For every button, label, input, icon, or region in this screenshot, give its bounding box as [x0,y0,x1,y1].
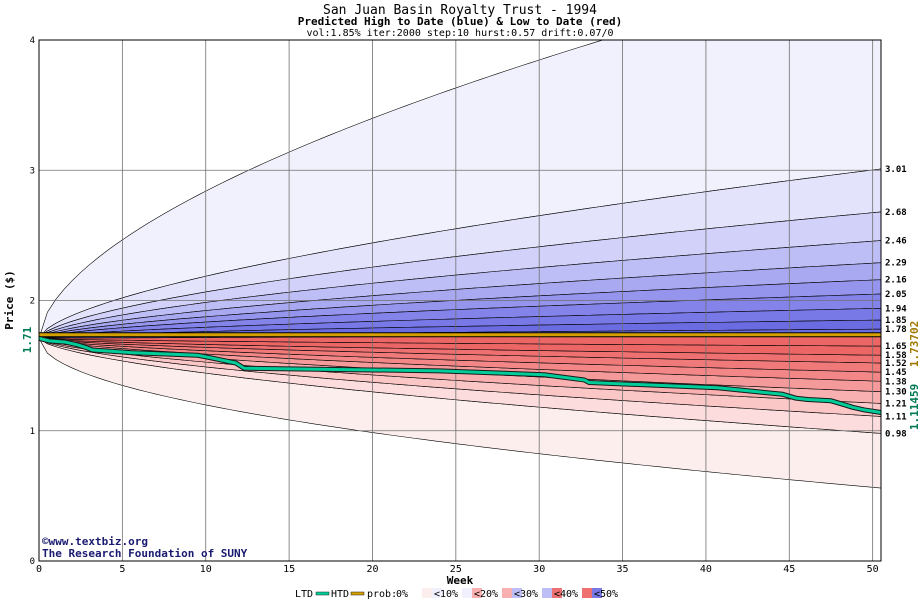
x-tick-label: 25 [450,564,462,575]
y-tick-label: 0 [30,557,35,567]
legend-htd-label: HTD [331,589,349,600]
band-end-label: 1.65 [885,342,907,352]
x-tick-label: 30 [533,564,545,575]
legend-swatch [502,588,512,598]
legend-item-label: 0% [396,589,408,600]
x-tick-label: 20 [366,564,378,575]
legend-swatch [462,588,472,598]
x-tick-label: 0 [36,564,42,575]
band-end-label: 1.21 [885,399,907,409]
probability-bands [39,40,881,489]
legend-prob-label: prob: [367,589,397,600]
x-tick-label: 35 [617,564,629,575]
band-end-label: 1.30 [885,388,907,398]
legend: LTD HTD prob: 0% <10% <20% <30% <40% <50% [295,588,618,600]
legend-swatch [542,588,552,598]
y-tick-labels: 0 1 2 3 4 [30,36,35,567]
legend-swatch [396,588,406,598]
band-end-label: 1.11 [885,412,907,422]
legend-item-label: <20% [474,589,498,600]
y-axis-label: Price ($) [3,270,16,330]
legend-swatch [592,588,602,598]
y-tick-label: 4 [30,36,35,46]
x-tick-label: 45 [783,564,795,575]
chart-subtitle: Predicted High to Date (blue) & Low to D… [298,15,623,28]
chart-title: San Juan Basin Royalty Trust - 1994 [323,3,597,18]
band-end-label: 2.16 [885,276,907,286]
legend-swatch [472,588,482,598]
credit-website: ©www.textbiz.org [42,535,148,548]
y-tick-label: 3 [30,166,35,176]
band-end-label: 2.46 [885,237,907,247]
band-end-label: 2.68 [885,208,907,218]
band-end-label: 1.52 [885,359,907,369]
x-tick-label: 5 [119,564,125,575]
band-end-label: 1.45 [885,368,907,378]
y-tick-label: 1 [30,427,35,437]
band-end-label: 1.85 [885,316,907,326]
credit-foundation: The Research Foundation of SUNY [42,547,248,560]
band-end-label: 2.29 [885,259,907,269]
legend-htd-swatch [350,591,365,596]
x-tick-label: 15 [283,564,295,575]
series-lines [38,332,882,415]
probability-line-value: 1.73702 [908,321,920,367]
legend-swatch [512,588,522,598]
right-band-labels: 3.01 2.68 2.46 2.29 2.16 2.05 1.94 1.851.78 1.65… [885,165,907,439]
x-tick-label: 50 [867,564,879,575]
band-end-label: 1.58 [885,351,907,361]
y-tick-label: 2 [30,297,35,307]
legend-swatch [582,588,592,598]
plot-frame [38,39,882,562]
legend-swatch [552,588,562,598]
x-tick-labels: 0 5 10 15 20 25 30 35 40 45 50 [36,564,879,575]
legend-ltd-label: LTD [295,589,313,600]
legend-items: 0% <10% <20% <30% <40% <50% [396,588,618,600]
legend-item-label: <40% [554,589,578,600]
legend-item-label: <30% [514,589,538,600]
legend-item-label: <10% [434,589,458,600]
x-tick-label: 10 [200,564,212,575]
band-end-label: 1.38 [885,377,907,387]
band-end-label: 0.98 [885,429,907,439]
band-end-label: 1.78 [885,325,907,335]
start-price-label: 1.71 [21,326,34,353]
legend-swatch [422,588,432,598]
ltd-line [38,336,882,414]
x-tick-label: 40 [700,564,712,575]
x-axis-label: Week [447,574,474,587]
ltd-final-value: 1.11459 [908,384,920,430]
band-end-label: 1.94 [885,304,907,314]
chart-params: vol:1.85% iter:2000 step:10 hurst:0.57 d… [306,28,613,39]
legend-swatch [432,588,442,598]
band-end-label: 2.05 [885,290,907,300]
legend-ltd-swatch [315,591,330,596]
legend-item-label: <50% [594,589,618,600]
band-end-label: 3.01 [885,165,907,175]
